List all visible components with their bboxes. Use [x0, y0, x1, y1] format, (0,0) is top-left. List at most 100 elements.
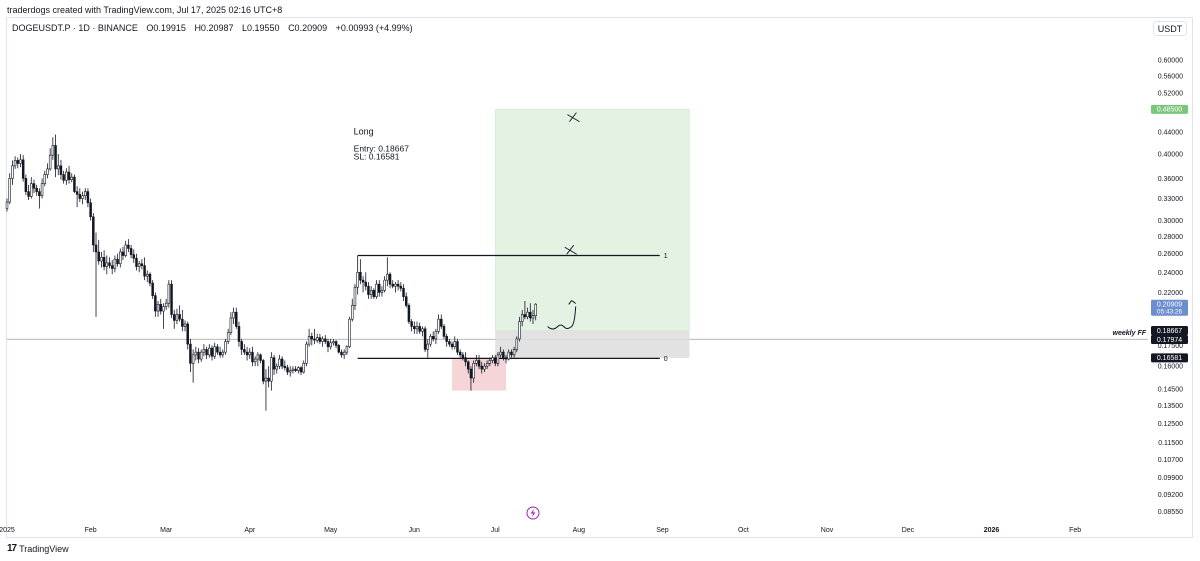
candle	[294, 366, 297, 373]
candle-body	[102, 257, 106, 267]
candle	[5, 198, 9, 212]
candle-body	[326, 341, 330, 348]
candle-body	[97, 251, 100, 262]
candle	[399, 282, 403, 292]
candle-body	[369, 290, 373, 295]
candle	[472, 360, 475, 383]
candle-body	[40, 183, 44, 197]
candle-body	[291, 368, 295, 371]
candle	[57, 153, 60, 176]
candle	[278, 354, 281, 370]
candle	[415, 321, 419, 334]
time-axis-tick: Feb	[85, 527, 97, 534]
candle-body	[132, 254, 136, 259]
lightning-icon[interactable]	[526, 506, 540, 520]
candle-body	[175, 314, 179, 321]
candle	[340, 349, 343, 358]
candle-body	[159, 304, 162, 312]
candle	[450, 341, 454, 350]
candle-body	[75, 191, 79, 195]
candle	[369, 286, 373, 299]
candle-body	[305, 343, 308, 364]
candle-body	[210, 347, 214, 357]
candle-body	[529, 311, 532, 319]
candle-body	[43, 174, 47, 184]
time-axis-tick: 2026	[984, 527, 1000, 534]
time-axis-tick: Jul	[491, 527, 500, 534]
candle-body	[313, 338, 316, 341]
candle	[127, 239, 130, 252]
candle-body	[337, 345, 341, 353]
candle-body	[67, 171, 71, 180]
candle	[375, 280, 378, 299]
candle-body	[116, 258, 119, 265]
candle	[105, 255, 109, 275]
candle-body	[199, 351, 203, 360]
candle	[502, 349, 505, 361]
price-axis-tick: 0.52000	[1158, 91, 1183, 98]
candle-body	[297, 367, 300, 371]
position-entry-text: Entry: 0.18667	[354, 144, 410, 154]
candle-body	[377, 283, 381, 293]
time-axis-tick: Jun	[409, 527, 420, 534]
candle-body	[310, 336, 314, 340]
candle-body	[429, 336, 432, 345]
position-sl-text: SL: 0.16581	[354, 152, 400, 162]
candle	[310, 332, 314, 346]
candle	[272, 354, 276, 376]
candle-body	[229, 317, 233, 333]
candle	[78, 188, 82, 203]
candle-body	[24, 178, 28, 192]
candle	[186, 321, 189, 350]
candle-body	[372, 290, 376, 297]
candle	[507, 349, 510, 361]
candle-body	[394, 283, 397, 287]
price-axis-tick: 0.08550	[1158, 509, 1183, 516]
symbol-name[interactable]: DOGEUSDT.P · 1D · BINANCE	[12, 23, 138, 33]
time-axis-tick: Dec	[902, 527, 915, 534]
candle-body	[450, 343, 454, 348]
candle	[51, 137, 55, 160]
candle-body	[137, 263, 141, 267]
candle	[361, 276, 365, 293]
candle-body	[418, 326, 421, 332]
candle-body	[332, 341, 335, 344]
tradingview-logo[interactable]: 17 TradingView	[7, 543, 69, 554]
candle	[151, 280, 154, 299]
candle-body	[483, 365, 486, 370]
candle	[534, 303, 537, 321]
fib-level-label: 0	[664, 356, 668, 363]
candle-body	[54, 145, 57, 170]
candle	[380, 286, 384, 297]
candle	[404, 292, 408, 308]
candle	[329, 338, 332, 350]
candle-body	[108, 262, 111, 266]
candle-body	[92, 216, 95, 246]
candle	[235, 307, 238, 329]
candle-body	[213, 346, 216, 357]
candle	[461, 352, 465, 361]
candle	[148, 272, 152, 287]
ohlc-open: O0.19915	[146, 23, 186, 33]
candle	[172, 309, 176, 329]
candle-body	[353, 286, 357, 306]
candle	[218, 346, 222, 358]
candle	[146, 270, 149, 283]
candle	[353, 284, 357, 310]
candle-body	[135, 257, 138, 267]
candle	[337, 344, 341, 354]
candle-body	[356, 271, 359, 288]
candle	[232, 307, 235, 324]
candle	[493, 354, 497, 367]
candle	[485, 360, 489, 370]
time-axis-tick: Mar	[160, 527, 173, 534]
candle-body	[245, 351, 249, 356]
candle	[313, 328, 316, 345]
candle	[283, 360, 287, 371]
currency-button[interactable]: USDT	[1153, 21, 1187, 36]
candle-body	[456, 341, 459, 353]
candle	[89, 198, 92, 221]
candle-body	[375, 283, 378, 297]
candle	[334, 340, 338, 349]
